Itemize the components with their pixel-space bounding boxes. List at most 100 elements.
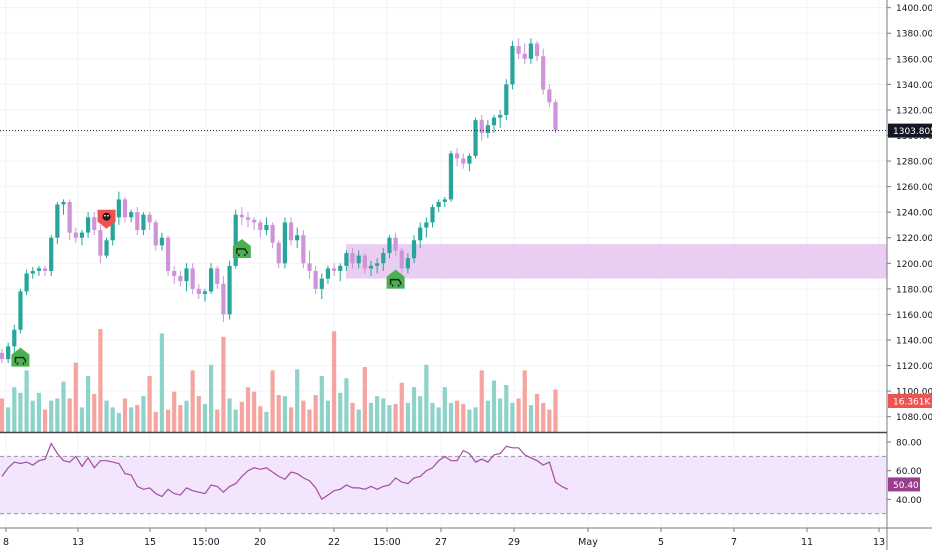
candle[interactable] [467, 153, 472, 172]
candle[interactable] [375, 258, 380, 274]
bear-signal-marker[interactable] [97, 209, 116, 229]
candle[interactable] [516, 38, 521, 59]
candle[interactable] [276, 240, 281, 269]
candle[interactable] [455, 148, 460, 167]
candle[interactable] [350, 247, 355, 269]
candle[interactable] [221, 276, 226, 323]
candle[interactable] [498, 109, 503, 128]
candle[interactable] [553, 99, 558, 133]
candle[interactable] [541, 48, 546, 95]
candle[interactable] [141, 212, 146, 236]
candle[interactable] [461, 153, 466, 169]
candle[interactable] [18, 288, 23, 334]
candle[interactable] [42, 265, 48, 277]
candle[interactable] [479, 115, 484, 141]
candle[interactable] [528, 38, 533, 64]
candle[interactable] [288, 217, 294, 246]
candle[interactable] [547, 84, 552, 108]
candle[interactable] [485, 120, 490, 139]
candle[interactable] [215, 265, 220, 289]
candle[interactable] [301, 230, 306, 269]
candle[interactable] [418, 222, 423, 248]
candle[interactable] [270, 222, 275, 248]
candle[interactable] [491, 115, 497, 133]
candle[interactable] [393, 232, 398, 256]
candle[interactable] [245, 212, 251, 228]
candle[interactable] [178, 270, 183, 287]
candle[interactable] [36, 265, 41, 277]
candle[interactable] [196, 283, 201, 300]
candle[interactable] [24, 269, 29, 296]
bull-signal-marker[interactable] [386, 269, 405, 289]
candle[interactable] [86, 212, 91, 238]
candle[interactable] [430, 204, 435, 228]
candle[interactable] [332, 263, 337, 277]
bull-signal-marker[interactable] [11, 347, 30, 367]
candle[interactable] [448, 150, 454, 202]
bull-signal-marker[interactable] [232, 238, 251, 258]
candle[interactable] [104, 237, 109, 259]
candle[interactable] [165, 235, 171, 277]
candle[interactable] [116, 191, 121, 225]
candle[interactable] [387, 235, 392, 259]
candle[interactable] [424, 217, 429, 238]
candle[interactable] [381, 247, 386, 271]
rsi-pane[interactable] [0, 442, 887, 515]
candle[interactable] [239, 207, 244, 225]
candle[interactable] [252, 217, 257, 231]
candle[interactable] [122, 196, 128, 223]
candle[interactable] [30, 267, 35, 279]
candle[interactable] [313, 265, 318, 294]
candle[interactable] [442, 196, 447, 208]
candle[interactable] [153, 219, 158, 251]
candle[interactable] [504, 79, 509, 121]
candle[interactable] [356, 250, 361, 269]
candle[interactable] [12, 324, 17, 353]
candle[interactable] [405, 253, 410, 274]
candle[interactable] [411, 235, 417, 264]
candle[interactable] [227, 260, 232, 320]
candle[interactable] [307, 250, 312, 279]
candle[interactable] [264, 217, 269, 236]
rsi-line[interactable] [1, 442, 569, 501]
candle[interactable] [522, 43, 527, 64]
candle[interactable] [473, 117, 478, 159]
candle[interactable] [159, 232, 164, 251]
candle-layer[interactable] [0, 38, 558, 363]
candle[interactable] [344, 250, 349, 271]
candle[interactable] [258, 219, 263, 238]
candle[interactable] [295, 227, 300, 248]
candle[interactable] [362, 253, 367, 274]
candle[interactable] [172, 265, 177, 284]
candle[interactable] [202, 288, 208, 302]
candle[interactable] [319, 273, 324, 300]
candle[interactable] [0, 348, 5, 363]
candle[interactable] [147, 212, 152, 231]
candle[interactable] [325, 265, 331, 284]
candle[interactable] [399, 247, 404, 274]
signal-markers[interactable] [11, 209, 405, 367]
candle[interactable] [92, 212, 97, 236]
candle[interactable] [129, 209, 134, 223]
candle[interactable] [61, 199, 66, 215]
candle[interactable] [209, 263, 214, 294]
candle[interactable] [368, 260, 374, 277]
candle[interactable] [67, 199, 72, 241]
candle[interactable] [233, 209, 238, 269]
candle[interactable] [73, 227, 78, 243]
candle[interactable] [510, 40, 515, 90]
candle[interactable] [55, 201, 60, 245]
candle[interactable] [534, 40, 540, 62]
candle[interactable] [49, 235, 54, 277]
candle[interactable] [282, 217, 287, 269]
candle[interactable] [79, 230, 85, 246]
candle[interactable] [190, 263, 195, 294]
candle[interactable] [6, 342, 11, 363]
candle[interactable] [184, 263, 189, 292]
candle[interactable] [338, 263, 343, 282]
candle[interactable] [98, 224, 103, 264]
candle[interactable] [135, 207, 140, 236]
candle[interactable] [436, 199, 441, 213]
